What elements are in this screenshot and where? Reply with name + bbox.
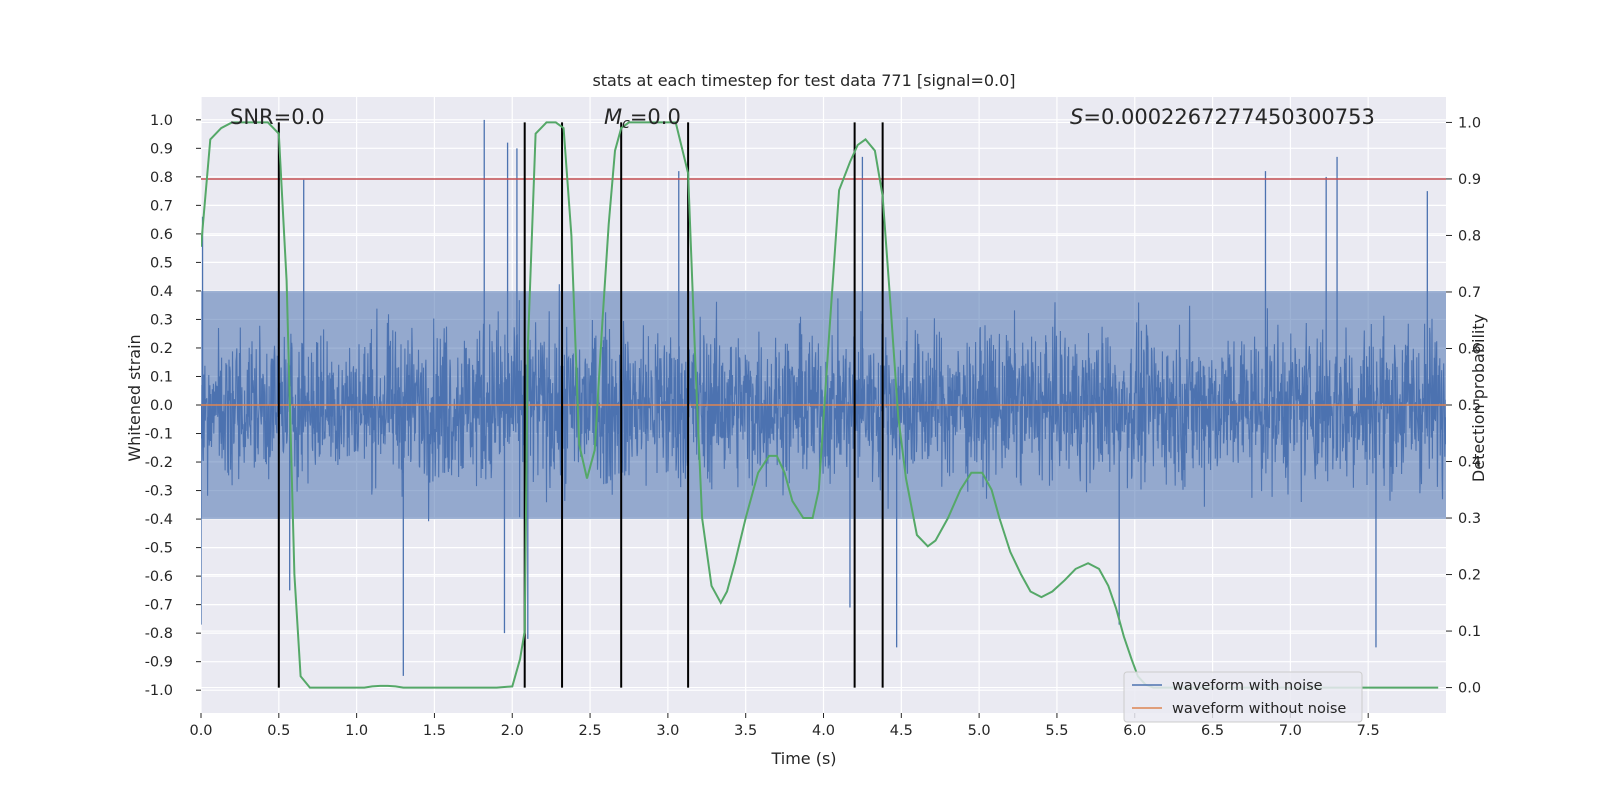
x-tick-label: 5.0 bbox=[968, 723, 991, 739]
right-y-tick-label: 0.7 bbox=[1458, 285, 1481, 301]
s-value: =0.0002267277450300753 bbox=[1083, 105, 1375, 129]
x-tick-label: 0.5 bbox=[267, 723, 290, 739]
x-tick-label: 3.0 bbox=[656, 723, 679, 739]
x-tick-label: 6.5 bbox=[1201, 723, 1224, 739]
left-y-tick-label: -0.1 bbox=[145, 427, 173, 443]
legend: waveform with noise waveform without noi… bbox=[1123, 671, 1363, 723]
left-y-tick-label: 0.0 bbox=[150, 398, 173, 414]
legend-label-waveform-with-noise: waveform with noise bbox=[1172, 678, 1323, 694]
right-y-tick-label: 1.0 bbox=[1458, 115, 1481, 131]
right-y-tick-label: 0.4 bbox=[1458, 455, 1481, 471]
left-y-tick-label: -0.3 bbox=[145, 484, 173, 500]
right-y-tick-label: 0.3 bbox=[1458, 511, 1481, 527]
chart-title: stats at each timestep for test data 771… bbox=[592, 71, 1015, 90]
detection-probability-line bbox=[201, 121, 1439, 689]
noise-extremes bbox=[201, 119, 1428, 676]
x-tick-label: 7.5 bbox=[1357, 723, 1380, 739]
left-y-tick-label: 0.7 bbox=[150, 198, 173, 214]
x-tick-label: 6.0 bbox=[1123, 723, 1146, 739]
x-tick-label: 0.0 bbox=[189, 723, 212, 739]
left-y-tick-label: 0.1 bbox=[150, 369, 173, 385]
left-y-axis-label: Whitened strain bbox=[125, 334, 144, 461]
x-tick-label: 2.5 bbox=[579, 723, 602, 739]
mc-annotation: Mc=0.0 bbox=[604, 105, 681, 132]
x-tick-label: 2.0 bbox=[501, 723, 524, 739]
left-y-tick-label: -0.8 bbox=[145, 626, 173, 642]
x-axis-label: Time (s) bbox=[770, 749, 836, 768]
s-annotation: S=0.0002267277450300753 bbox=[1070, 105, 1375, 129]
x-tick-label: 5.5 bbox=[1045, 723, 1068, 739]
left-y-tick-label: -0.5 bbox=[145, 541, 173, 557]
right-y-tick-label: 0.8 bbox=[1458, 228, 1481, 244]
legend-label-waveform-without-noise: waveform without noise bbox=[1172, 701, 1346, 717]
left-y-tick-label: 0.6 bbox=[150, 227, 173, 243]
x-tick-label: 7.0 bbox=[1279, 723, 1302, 739]
right-y-tick-label: 0.5 bbox=[1458, 398, 1481, 414]
left-y-tick-label: -1.0 bbox=[145, 683, 173, 699]
left-y-axis-ticks: 1.0 0.9 0.8 0.7 0.6 0.5 0.4 0.3 0.2 0.1 0.0 -0.1 -0.… bbox=[145, 113, 201, 699]
mc-subscript: c bbox=[622, 116, 630, 132]
left-y-tick-label: 0.8 bbox=[150, 170, 173, 186]
right-y-tick-label: 0.1 bbox=[1458, 624, 1481, 640]
x-tick-label: 3.5 bbox=[734, 723, 757, 739]
plot-area bbox=[201, 119, 1446, 689]
left-y-tick-label: 0.9 bbox=[150, 141, 173, 157]
mc-symbol: M bbox=[604, 105, 622, 129]
right-y-tick-label: 0.6 bbox=[1458, 341, 1481, 357]
x-tick-label: 1.0 bbox=[345, 723, 368, 739]
left-y-tick-label: 1.0 bbox=[150, 113, 173, 129]
x-tick-label: 1.5 bbox=[423, 723, 446, 739]
left-y-tick-label: -0.9 bbox=[145, 655, 173, 671]
noise-waveform bbox=[201, 284, 1446, 522]
right-y-axis-ticks: 1.0 0.9 0.8 0.7 0.6 0.5 0.4 0.3 0.2 0.1 0.0 bbox=[1446, 115, 1481, 697]
left-y-tick-label: -0.6 bbox=[145, 569, 173, 585]
left-y-tick-label: 0.3 bbox=[150, 312, 173, 328]
left-y-tick-label: -0.7 bbox=[145, 598, 173, 614]
right-y-tick-label: 0.2 bbox=[1458, 568, 1481, 584]
right-y-axis-label: Detection probability bbox=[1469, 314, 1488, 482]
right-y-tick-label: 0.9 bbox=[1458, 172, 1481, 188]
x-tick-label: 4.0 bbox=[812, 723, 835, 739]
left-y-tick-label: 0.5 bbox=[150, 255, 173, 271]
left-y-tick-label: -0.2 bbox=[145, 455, 173, 471]
mc-value: =0.0 bbox=[630, 105, 681, 129]
x-tick-label: 4.5 bbox=[890, 723, 913, 739]
left-y-tick-label: -0.4 bbox=[145, 512, 173, 528]
right-y-tick-label: 0.0 bbox=[1458, 681, 1481, 697]
s-symbol: S bbox=[1070, 105, 1083, 129]
left-y-tick-label: 0.4 bbox=[150, 284, 173, 300]
left-y-tick-label: 0.2 bbox=[150, 341, 173, 357]
snr-annotation: SNR=0.0 bbox=[230, 105, 325, 129]
